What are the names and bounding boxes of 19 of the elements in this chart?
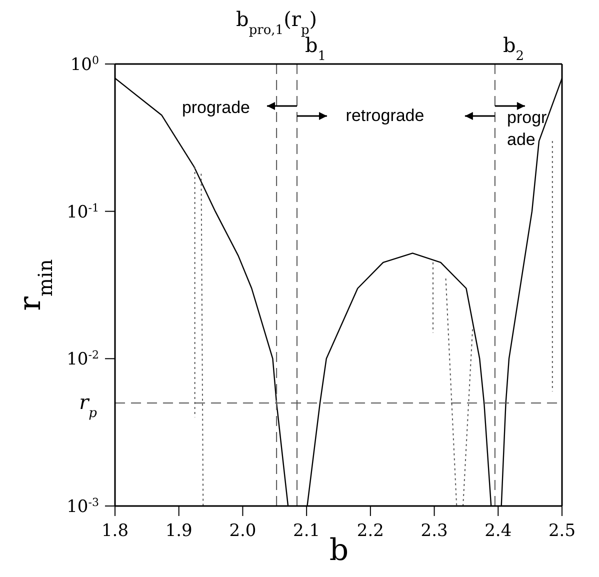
x-tick-label: 2.5 — [548, 521, 576, 541]
x-tick-label: 1.8 — [101, 521, 129, 541]
x-tick-label: 2.0 — [229, 521, 256, 541]
y-tick-label: 10$^{-2}$ — [66, 348, 99, 370]
ref-line-label: b$_{pro,1}$(r$_{p}$) — [236, 7, 318, 38]
annotation: progr ade — [507, 108, 548, 149]
x-tick-label: 1.9 — [165, 521, 192, 541]
x-tick-label: 2.2 — [356, 521, 384, 541]
ref-line-label: b$_{2}$ — [502, 33, 524, 64]
x-axis-title: b — [329, 533, 349, 568]
annotation: prograde — [182, 98, 250, 117]
y-tick-label: 10$^{-1}$ — [66, 200, 99, 222]
y-tick-label: 10$^{-3}$ — [66, 496, 99, 517]
ref-line-label: r$_{p}$ — [79, 390, 98, 421]
x-tick-label: 2.3 — [420, 521, 448, 541]
x-tick-label: 2.4 — [484, 521, 512, 541]
annotation: retrograde — [346, 106, 424, 125]
y-tick-label: 10$^{0}$ — [70, 54, 99, 75]
x-tick-label: 2.1 — [293, 521, 320, 541]
